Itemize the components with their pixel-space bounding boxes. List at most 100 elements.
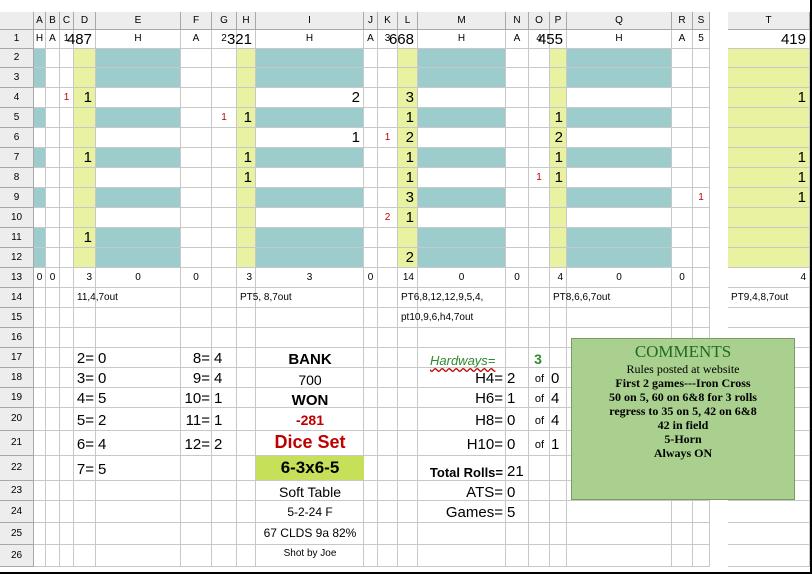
row-header-23[interactable]: 23 [0,481,34,501]
cell-n5[interactable] [506,108,529,128]
column-header-b[interactable]: B [46,12,60,30]
cell-k12[interactable] [378,248,398,268]
column-header-f[interactable]: F [181,12,212,30]
cell-r11[interactable] [672,228,693,248]
cell-b17[interactable] [46,348,60,368]
column-header-d[interactable]: D [74,12,96,30]
cell-b9[interactable] [46,188,60,208]
cell-b10[interactable] [46,208,60,228]
column-header-j[interactable]: J [364,12,378,30]
cell-j26[interactable] [364,545,378,567]
cell-d21[interactable] [74,431,96,456]
cell-l24[interactable] [398,501,418,523]
cell-r26[interactable] [672,545,693,567]
cell-m24[interactable] [418,501,506,523]
cell-j12[interactable] [364,248,378,268]
cell-b16[interactable] [46,328,60,348]
cell-g21[interactable] [212,431,237,456]
cell-e6[interactable] [96,128,181,148]
cell-h17[interactable] [237,348,256,368]
cell-g24[interactable] [212,501,237,523]
cell-n14[interactable] [506,288,529,308]
cell-c4[interactable]: 1 [60,88,74,108]
row-header-25[interactable]: 25 [0,523,34,545]
row-header-5[interactable]: 5 [0,108,34,128]
cell-n24[interactable] [506,501,529,523]
cell-m2[interactable] [418,49,506,68]
cell-b3[interactable] [46,68,60,88]
cell-s15[interactable] [693,308,710,328]
cell-c19[interactable] [60,388,74,408]
cell-g2[interactable] [212,49,237,68]
cell-p25[interactable] [550,523,567,545]
row-header-12[interactable]: 12 [0,248,34,268]
cell-r10[interactable] [672,208,693,228]
cell-h9[interactable] [237,188,256,208]
cell-j8[interactable] [364,168,378,188]
cell-b8[interactable] [46,168,60,188]
cell-m13[interactable]: 0 [418,268,506,288]
cell-g25[interactable] [212,523,237,545]
cell-a26[interactable] [34,545,46,567]
cell-j13[interactable]: 0 [364,268,378,288]
cell-g16[interactable] [212,328,237,348]
cell-l4[interactable]: 3 [398,88,418,108]
cell-m20[interactable] [418,408,506,431]
cell-c20[interactable] [60,408,74,431]
cell-t10[interactable] [728,208,810,228]
cell-k15[interactable] [378,308,398,328]
cell-c11[interactable] [60,228,74,248]
cell-f23[interactable] [181,481,212,501]
cell-p18[interactable] [550,368,567,388]
cell-s9[interactable]: 1 [693,188,710,208]
cell-g7[interactable] [212,148,237,168]
cell-m10[interactable] [418,208,506,228]
cell-m25[interactable] [418,523,506,545]
row-header-26[interactable]: 26 [0,545,34,567]
cell-r3[interactable] [672,68,693,88]
cell-n2[interactable] [506,49,529,68]
cell-n16[interactable] [506,328,529,348]
cell-l9[interactable]: 3 [398,188,418,208]
cell-e15[interactable] [96,308,181,328]
cell-d12[interactable] [74,248,96,268]
cell-t25[interactable] [728,523,810,545]
cell-o21[interactable] [529,431,550,456]
column-header-m[interactable]: M [418,12,506,30]
cell-m6[interactable] [418,128,506,148]
cell-l23[interactable] [398,481,418,501]
cell-t23[interactable] [728,481,810,501]
cell-f5[interactable] [181,108,212,128]
cell-p5[interactable]: 1 [550,108,567,128]
cell-o15[interactable] [529,308,550,328]
cell-e9[interactable] [96,188,181,208]
cell-a14[interactable] [34,288,46,308]
cell-k9[interactable] [378,188,398,208]
cell-s8[interactable] [693,168,710,188]
cell-p20[interactable] [550,408,567,431]
cell-g22[interactable] [212,456,237,481]
cell-e7[interactable] [96,148,181,168]
cell-s11[interactable] [693,228,710,248]
cell-m23[interactable] [418,481,506,501]
cell-f1[interactable]: A [181,30,212,49]
column-header-k[interactable]: K [378,12,398,30]
cell-f25[interactable] [181,523,212,545]
cell-k8[interactable] [378,168,398,188]
cell-s5[interactable] [693,108,710,128]
cell-g4[interactable] [212,88,237,108]
cell-q24[interactable] [567,501,672,523]
cell-b23[interactable] [46,481,60,501]
cell-d2[interactable] [74,49,96,68]
cell-n13[interactable]: 0 [506,268,529,288]
row-header-24[interactable]: 24 [0,501,34,523]
cell-o2[interactable] [529,49,550,68]
cell-e22[interactable] [96,456,181,481]
cell-p10[interactable] [550,208,567,228]
cell-g10[interactable] [212,208,237,228]
cell-n15[interactable] [506,308,529,328]
cell-f21[interactable] [181,431,212,456]
cell-k17[interactable] [378,348,398,368]
cell-p3[interactable] [550,68,567,88]
cell-q13[interactable]: 0 [567,268,672,288]
